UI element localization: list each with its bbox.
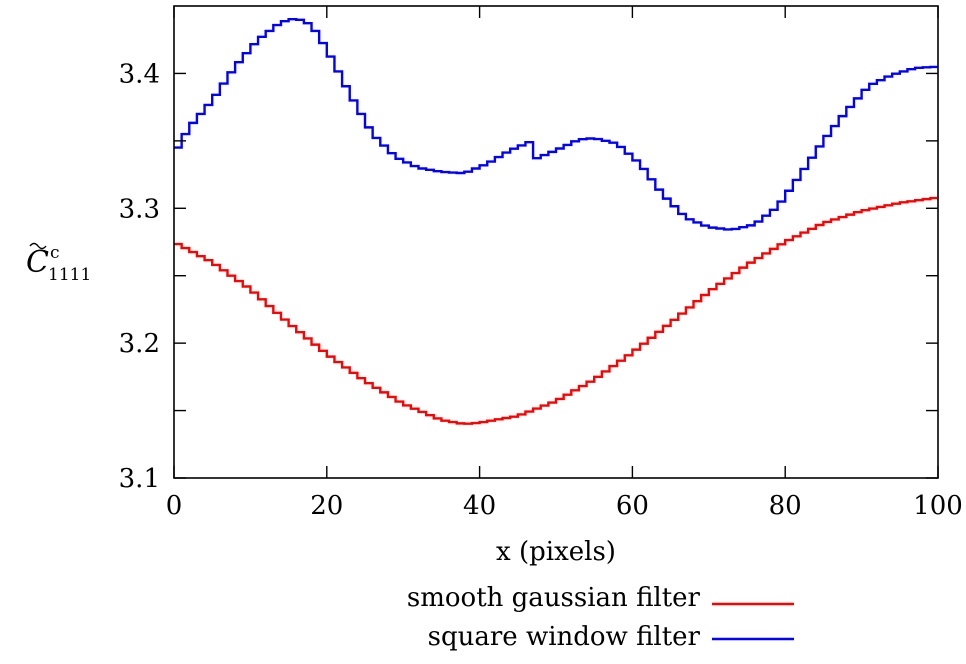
x-tick-label: 0 — [166, 491, 183, 521]
plot-frame — [173, 5, 939, 479]
x-tick-label: 40 — [463, 491, 496, 521]
x-axis-label: x (pixels) — [496, 537, 616, 567]
y-axis-label-sub: 1111 — [48, 265, 91, 285]
y-axis-label-sup: c — [50, 243, 60, 263]
x-tick-label: 100 — [913, 491, 963, 521]
y-axis-label: C c 1111 — [26, 242, 91, 285]
y-tick-label: 3.3 — [119, 194, 160, 224]
x-tick-label: 60 — [616, 491, 649, 521]
legend-label-square: square window filter — [428, 622, 701, 652]
y-axis-label-base: C — [26, 245, 49, 280]
y-tick-label: 3.1 — [119, 464, 160, 494]
y-tick-label: 3.2 — [119, 329, 160, 359]
plot-lines — [174, 17, 938, 425]
x-tick-label: 20 — [310, 491, 343, 521]
x-tick-label: 80 — [769, 491, 802, 521]
y-axis-label-tilde — [29, 242, 47, 250]
legend: smooth gaussian filter square window fil… — [407, 583, 794, 652]
ticks: 0 20 40 60 80 100 3.1 3.2 3.3 3.4 — [119, 6, 963, 521]
series-line-0 — [174, 196, 938, 425]
legend-label-gaussian: smooth gaussian filter — [407, 583, 701, 613]
series-line-1 — [174, 17, 938, 231]
y-tick-label: 3.4 — [119, 59, 160, 89]
